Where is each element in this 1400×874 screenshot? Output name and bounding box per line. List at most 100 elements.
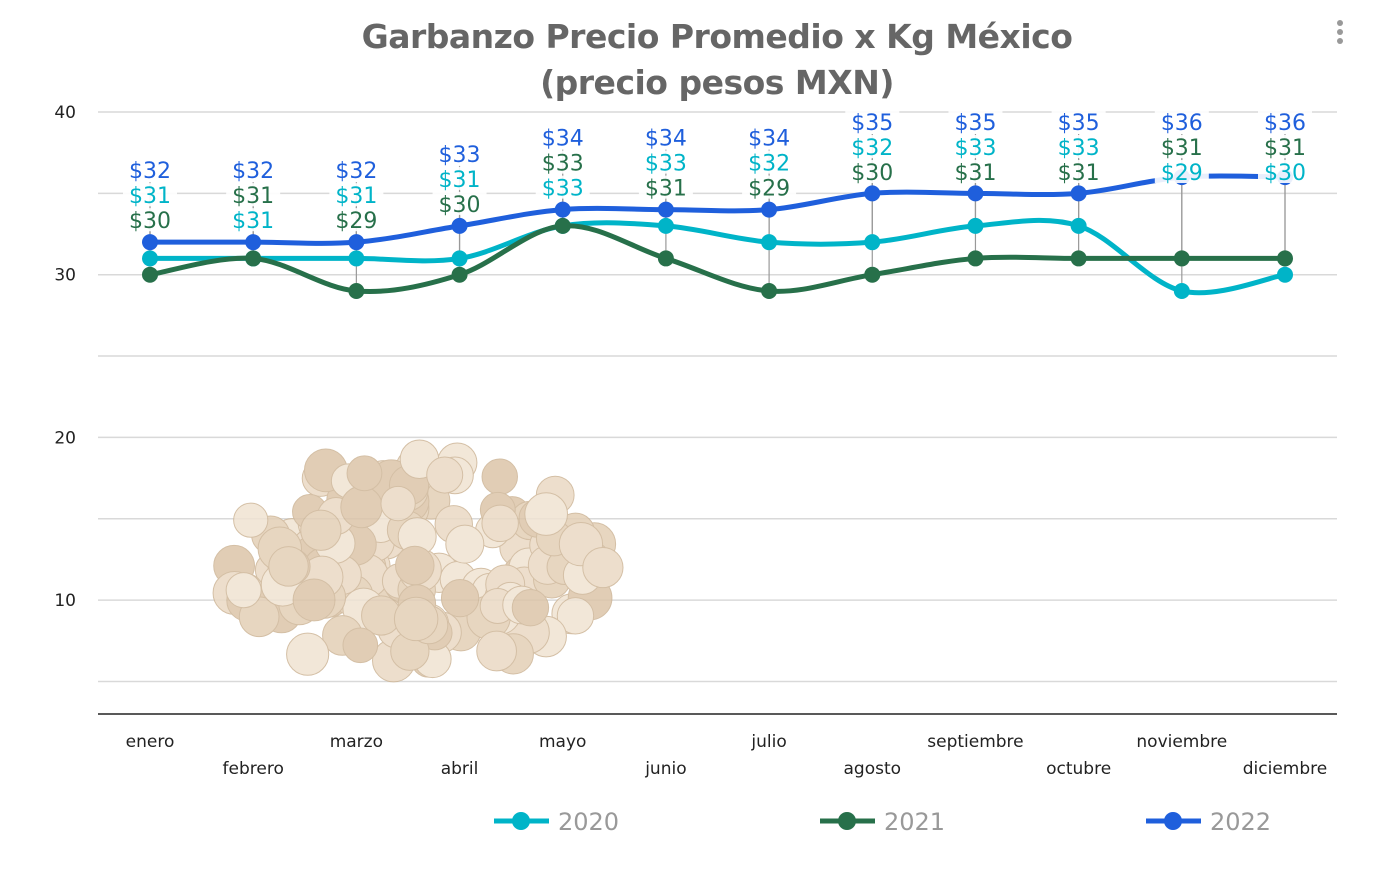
data-label-2020: $29: [1161, 161, 1203, 186]
data-label-2021: $30: [851, 161, 893, 186]
data-point-2021[interactable]: [761, 282, 778, 299]
series-line-2022: [150, 173, 1286, 246]
data-label-bg: [845, 110, 900, 133]
data-point-2020[interactable]: [967, 217, 984, 234]
legend-label-2020[interactable]: 2020: [558, 808, 619, 836]
x-tick-label: marzo: [330, 732, 383, 752]
data-label-bg: [1154, 110, 1209, 133]
data-label-2021: $30: [129, 209, 171, 234]
chickpea: [225, 572, 262, 609]
data-point-2022[interactable]: [761, 201, 778, 218]
data-point-2021[interactable]: [554, 217, 571, 234]
data-label-2020: $30: [1264, 161, 1306, 186]
data-label-bg: [535, 175, 590, 199]
data-label-2021: $31: [1161, 136, 1203, 161]
data-point-2021[interactable]: [142, 266, 158, 283]
data-label-bg: [742, 125, 797, 149]
x-tick-label: octubre: [1046, 759, 1111, 779]
chickpea: [511, 588, 550, 627]
data-label-bg: [638, 175, 693, 199]
data-point-2021[interactable]: [864, 266, 881, 283]
data-point-2021[interactable]: [451, 266, 468, 283]
data-point-2022[interactable]: [967, 185, 984, 202]
y-axis-ticks: 10 20 30 40: [54, 103, 76, 611]
data-label-2021: $29: [748, 177, 790, 202]
data-point-2022[interactable]: [657, 201, 674, 218]
x-tick-label: noviembre: [1136, 732, 1227, 752]
data-point-2022[interactable]: [1070, 185, 1087, 202]
legend-label-2021[interactable]: 2021: [884, 808, 945, 836]
data-label-bg: [1154, 160, 1209, 183]
title-line-1: Garbanzo Precio Promedio x Kg México: [361, 17, 1073, 56]
chickpea: [286, 632, 330, 676]
gridlines: [98, 111, 1337, 715]
data-label-bg: [329, 158, 384, 182]
data-labels: $32$31$30$32$31$31$32$31$29$33$31$30$34$…: [123, 110, 1312, 234]
data-label-2022: $35: [954, 111, 996, 136]
data-point-2022[interactable]: [864, 185, 881, 202]
data-label-2022: $32: [335, 159, 377, 184]
data-point-2021[interactable]: [348, 282, 365, 299]
data-point-2021[interactable]: [1277, 250, 1293, 267]
chickpea: [233, 502, 269, 538]
data-label-bg: [1051, 160, 1106, 183]
data-point-2020[interactable]: [348, 250, 365, 267]
data-label-bg: [432, 141, 487, 165]
data-label-2022: $32: [232, 159, 274, 184]
data-point-2020[interactable]: [142, 250, 158, 267]
data-point-2021[interactable]: [1070, 250, 1087, 267]
data-point-2020[interactable]: [657, 217, 674, 234]
data-label-bg: [123, 158, 177, 182]
data-point-2021[interactable]: [1173, 250, 1190, 267]
data-point-2022[interactable]: [554, 201, 571, 218]
data-point-2020[interactable]: [761, 234, 778, 251]
x-tick-label: abril: [441, 759, 479, 779]
legend-label-2022[interactable]: 2022: [1210, 808, 1271, 836]
data-point-2021[interactable]: [657, 250, 674, 267]
data-label-bg: [638, 125, 693, 149]
data-label-bg: [742, 150, 797, 174]
data-point-2020[interactable]: [1173, 282, 1190, 299]
data-point-2022[interactable]: [245, 234, 262, 251]
data-label-bg: [638, 150, 693, 174]
more-vertical-icon[interactable]: [1333, 20, 1347, 50]
data-label-bg: [948, 160, 1003, 183]
data-label-bg: [535, 125, 590, 149]
data-label-2021: $31: [1264, 136, 1306, 161]
data-label-bg: [742, 175, 797, 199]
data-point-2022[interactable]: [142, 234, 158, 251]
series-lines: [142, 169, 1293, 299]
data-label-2022: $34: [542, 127, 584, 152]
x-tick-label: julio: [750, 732, 786, 752]
y-tick-label: 10: [54, 591, 76, 611]
x-tick-label: mayo: [539, 732, 586, 752]
y-tick-label: 20: [54, 428, 76, 448]
data-point-2020[interactable]: [864, 234, 881, 251]
data-label-2022: $33: [439, 143, 481, 168]
chickpea: [340, 485, 383, 529]
data-label-2020: $31: [439, 168, 481, 193]
data-point-2022[interactable]: [348, 234, 365, 251]
data-label-2022: $35: [1058, 111, 1100, 136]
chickpea: [524, 492, 568, 536]
data-label-2022: $34: [645, 127, 687, 152]
data-point-2020[interactable]: [1277, 266, 1293, 283]
data-point-2021[interactable]: [967, 250, 984, 267]
x-tick-label: enero: [126, 732, 175, 752]
legend-marker: [838, 812, 856, 830]
data-label-2022: $34: [748, 127, 790, 152]
data-point-2020[interactable]: [1070, 217, 1087, 234]
data-label-2022: $36: [1264, 111, 1306, 136]
series-line-2020: [150, 217, 1286, 296]
data-label-2020: $31: [335, 184, 377, 209]
data-label-bg: [1051, 110, 1106, 133]
x-tick-label: febrero: [223, 759, 284, 779]
data-label-2020: $31: [129, 184, 171, 209]
y-tick-label: 40: [54, 103, 76, 123]
data-point-2022[interactable]: [451, 217, 468, 234]
data-point-2020[interactable]: [451, 250, 468, 267]
chickpeas-image: [212, 439, 624, 683]
chickpea: [426, 456, 464, 494]
chickpea: [268, 546, 309, 587]
data-point-2021[interactable]: [245, 250, 262, 267]
